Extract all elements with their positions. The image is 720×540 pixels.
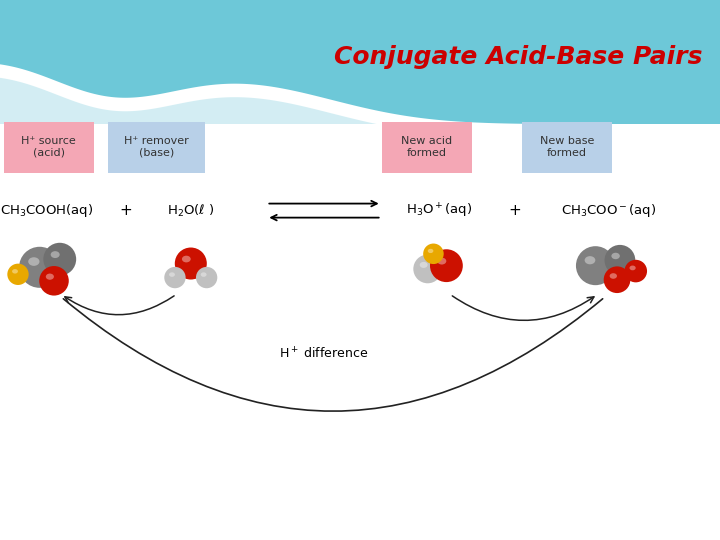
Text: New acid
formed: New acid formed (401, 136, 452, 158)
Ellipse shape (576, 246, 615, 285)
Ellipse shape (164, 267, 186, 288)
Text: +: + (120, 203, 132, 218)
FancyBboxPatch shape (108, 122, 205, 173)
Ellipse shape (611, 253, 620, 259)
Text: H⁺ source
(acid): H⁺ source (acid) (21, 136, 76, 158)
Ellipse shape (624, 260, 647, 282)
Text: H⁺ remover
(base): H⁺ remover (base) (125, 136, 189, 158)
Polygon shape (0, 0, 720, 124)
Ellipse shape (610, 273, 617, 279)
Ellipse shape (28, 257, 40, 266)
Text: CH$_3$COOH(aq): CH$_3$COOH(aq) (0, 202, 94, 219)
FancyBboxPatch shape (0, 124, 720, 540)
Ellipse shape (413, 254, 442, 284)
Ellipse shape (182, 255, 191, 262)
Ellipse shape (437, 258, 446, 265)
Ellipse shape (19, 247, 60, 288)
Text: H$^+$ difference: H$^+$ difference (279, 346, 369, 361)
Text: New base
formed: New base formed (540, 136, 594, 158)
Ellipse shape (12, 269, 18, 274)
Ellipse shape (430, 249, 463, 282)
Ellipse shape (46, 274, 54, 280)
FancyArrowPatch shape (65, 296, 174, 315)
FancyArrowPatch shape (63, 299, 603, 411)
Ellipse shape (423, 244, 444, 264)
Ellipse shape (50, 251, 60, 258)
Ellipse shape (39, 266, 69, 295)
Ellipse shape (43, 243, 76, 275)
FancyBboxPatch shape (382, 122, 472, 173)
Ellipse shape (7, 264, 29, 285)
Polygon shape (0, 78, 720, 176)
Text: H$_2$O($\ell$ ): H$_2$O($\ell$ ) (167, 202, 215, 219)
Text: +: + (508, 203, 521, 218)
Text: CH$_3$COO$^-$(aq): CH$_3$COO$^-$(aq) (561, 202, 656, 219)
Ellipse shape (629, 266, 636, 271)
Ellipse shape (169, 272, 175, 277)
Ellipse shape (175, 247, 207, 280)
FancyArrowPatch shape (452, 296, 594, 320)
Ellipse shape (420, 262, 428, 268)
Text: H$_3$O$^+$(aq): H$_3$O$^+$(aq) (406, 201, 472, 220)
Ellipse shape (196, 267, 217, 288)
Text: Conjugate Acid-Base Pairs: Conjugate Acid-Base Pairs (334, 45, 703, 69)
FancyBboxPatch shape (522, 122, 612, 173)
FancyBboxPatch shape (4, 122, 94, 173)
Polygon shape (0, 67, 720, 141)
Ellipse shape (201, 272, 207, 277)
Ellipse shape (603, 266, 631, 293)
Ellipse shape (605, 245, 635, 275)
Ellipse shape (585, 256, 595, 264)
Ellipse shape (428, 249, 433, 253)
